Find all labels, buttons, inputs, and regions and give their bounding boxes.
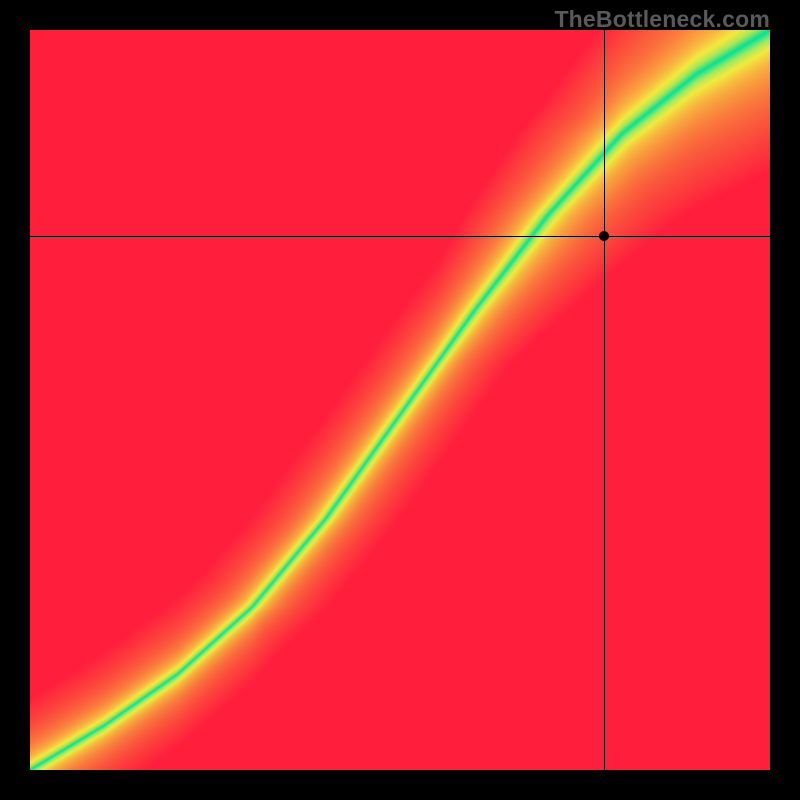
watermark-text: TheBottleneck.com — [554, 6, 770, 33]
heatmap-canvas — [30, 30, 770, 770]
crosshair-intersection-dot — [599, 231, 609, 241]
crosshair-horizontal-line — [30, 236, 770, 237]
crosshair-vertical-line — [604, 30, 605, 770]
heatmap-plot-area — [30, 30, 770, 770]
